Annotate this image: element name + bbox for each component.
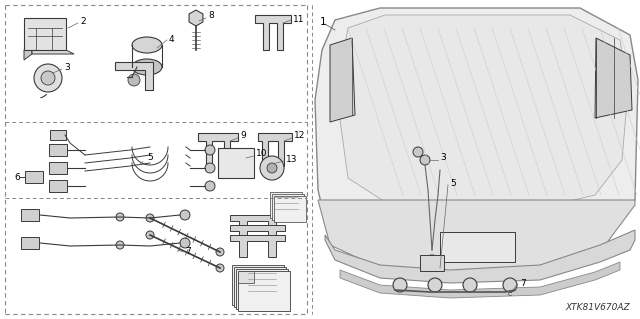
Text: 5: 5 bbox=[450, 179, 456, 188]
Text: 11: 11 bbox=[293, 14, 305, 24]
Bar bbox=[238, 271, 290, 311]
Bar bbox=[272, 194, 304, 220]
Text: 8: 8 bbox=[208, 11, 214, 20]
Circle shape bbox=[41, 71, 55, 85]
Ellipse shape bbox=[132, 37, 162, 53]
Circle shape bbox=[424, 255, 440, 271]
Bar bbox=[25, 171, 43, 183]
Circle shape bbox=[205, 145, 215, 155]
Bar bbox=[420, 255, 444, 271]
Polygon shape bbox=[198, 133, 238, 171]
Text: 10: 10 bbox=[256, 150, 268, 159]
Text: 4: 4 bbox=[169, 34, 175, 43]
Ellipse shape bbox=[132, 59, 162, 75]
Text: 3: 3 bbox=[440, 153, 445, 162]
Circle shape bbox=[267, 163, 277, 173]
Text: 6: 6 bbox=[14, 173, 20, 182]
Circle shape bbox=[180, 210, 190, 220]
Bar bbox=[270, 192, 302, 218]
Bar bbox=[234, 267, 286, 307]
Circle shape bbox=[393, 278, 407, 292]
Circle shape bbox=[260, 156, 284, 180]
Circle shape bbox=[503, 278, 517, 292]
Circle shape bbox=[205, 181, 215, 191]
Circle shape bbox=[116, 241, 124, 249]
Text: 7: 7 bbox=[185, 248, 191, 256]
Circle shape bbox=[146, 214, 154, 222]
Polygon shape bbox=[340, 15, 628, 210]
Bar bbox=[24, 18, 66, 50]
Bar bbox=[232, 265, 284, 305]
Text: 13: 13 bbox=[286, 155, 298, 165]
Circle shape bbox=[413, 147, 423, 157]
Bar bbox=[238, 271, 254, 283]
Bar bbox=[49, 144, 67, 156]
Bar bbox=[49, 162, 67, 174]
Polygon shape bbox=[230, 225, 285, 247]
Polygon shape bbox=[255, 15, 291, 50]
Polygon shape bbox=[258, 133, 292, 166]
Polygon shape bbox=[32, 44, 74, 54]
Circle shape bbox=[34, 64, 62, 92]
Polygon shape bbox=[315, 8, 638, 275]
Polygon shape bbox=[230, 215, 285, 237]
Polygon shape bbox=[115, 62, 153, 90]
Bar bbox=[21, 237, 39, 249]
Polygon shape bbox=[330, 38, 355, 122]
Polygon shape bbox=[189, 10, 203, 26]
Circle shape bbox=[216, 248, 224, 256]
Bar bbox=[21, 209, 39, 221]
Polygon shape bbox=[318, 200, 635, 275]
Bar bbox=[50, 130, 66, 140]
Circle shape bbox=[463, 278, 477, 292]
Text: XTK81V670AZ: XTK81V670AZ bbox=[565, 302, 630, 311]
Polygon shape bbox=[24, 44, 32, 60]
Text: 12: 12 bbox=[294, 131, 305, 140]
Bar bbox=[274, 196, 306, 222]
Text: 7: 7 bbox=[520, 279, 525, 288]
Text: 5: 5 bbox=[147, 153, 153, 162]
Text: 9: 9 bbox=[240, 131, 246, 140]
Circle shape bbox=[180, 238, 190, 248]
Circle shape bbox=[128, 74, 140, 86]
Circle shape bbox=[216, 264, 224, 272]
Bar bbox=[440, 232, 515, 262]
Circle shape bbox=[146, 231, 154, 239]
Text: 3: 3 bbox=[64, 63, 70, 72]
Circle shape bbox=[420, 155, 430, 165]
Polygon shape bbox=[325, 230, 635, 283]
Bar bbox=[49, 180, 67, 192]
Polygon shape bbox=[595, 38, 632, 118]
Text: 1: 1 bbox=[320, 17, 326, 27]
Bar bbox=[236, 269, 288, 309]
Text: C: C bbox=[508, 292, 513, 296]
Circle shape bbox=[428, 278, 442, 292]
Text: 2: 2 bbox=[80, 18, 86, 26]
Polygon shape bbox=[230, 235, 285, 257]
Circle shape bbox=[116, 213, 124, 221]
Polygon shape bbox=[340, 262, 620, 298]
Bar bbox=[218, 148, 254, 178]
Circle shape bbox=[205, 163, 215, 173]
